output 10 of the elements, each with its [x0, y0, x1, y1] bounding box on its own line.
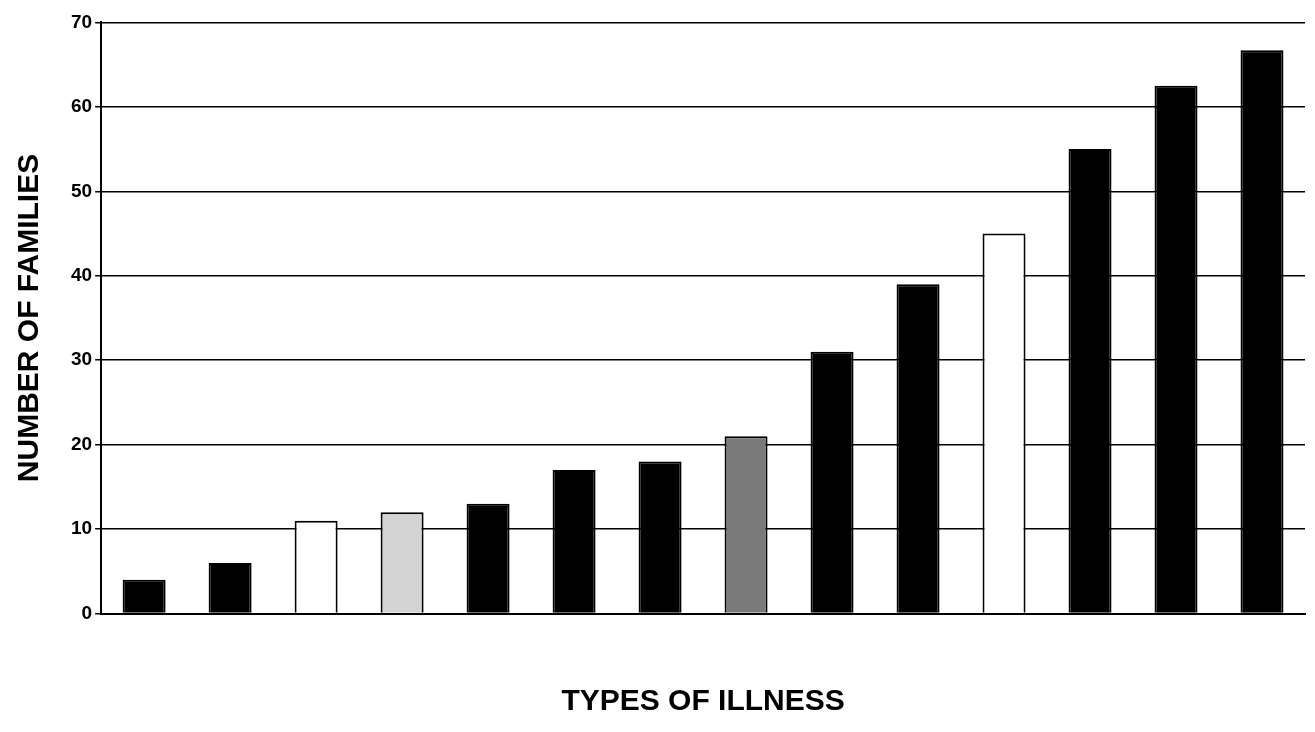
y-tick-label: 0 — [81, 601, 93, 623]
x-axis-title: TYPES OF ILLNESS — [561, 683, 845, 717]
y-tick-label: 10 — [70, 517, 93, 539]
y-tick-label: 30 — [70, 348, 93, 370]
y-tick-label: 50 — [70, 179, 93, 201]
y-axis-title: NUMBER OF FAMILIES — [11, 153, 45, 483]
y-tick-label: 70 — [70, 10, 93, 32]
y-tick-label: 60 — [70, 95, 93, 117]
y-tick-label: 40 — [70, 264, 93, 286]
y-tick-label: 20 — [70, 432, 93, 454]
